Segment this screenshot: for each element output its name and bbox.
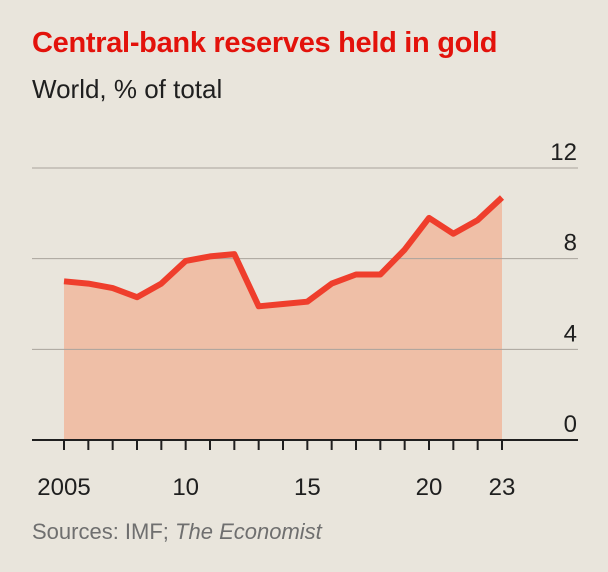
y-tick-label: 4: [564, 320, 577, 347]
data-point: [61, 278, 67, 284]
x-tick-label: 23: [489, 474, 516, 500]
chart-subtitle: World, % of total: [32, 74, 223, 104]
series-line: [63, 195, 505, 310]
chart-title: Central-bank reserves held in gold: [32, 27, 498, 59]
data-point: [280, 301, 286, 307]
x-tick-label: 20: [416, 474, 443, 500]
data-point: [110, 285, 116, 291]
data-point: [377, 272, 383, 278]
data-point: [231, 251, 237, 257]
data-point: [183, 258, 189, 264]
data-point: [353, 272, 359, 278]
data-point: [304, 299, 310, 305]
y-tick-label: 0: [564, 411, 577, 438]
data-point: [426, 215, 432, 221]
y-tick-label: 12: [550, 139, 577, 166]
data-point: [256, 303, 262, 309]
source-note: Sources: IMF; The Economist: [32, 519, 322, 545]
series-area: [64, 197, 502, 440]
data-point: [499, 195, 505, 201]
x-tick-label: 2005: [37, 474, 90, 500]
chart-plot: 0 4 8 12 2005 10 15 20 23: [32, 139, 578, 500]
data-point: [207, 253, 213, 259]
x-tick-label: 15: [294, 474, 321, 500]
data-point: [85, 281, 91, 287]
data-point: [475, 217, 481, 223]
data-point: [158, 281, 164, 287]
y-tick-label: 8: [564, 230, 577, 257]
source-prefix: Sources: IMF;: [32, 519, 176, 544]
source-publication: The Economist: [175, 519, 322, 544]
x-tick-label: 10: [172, 474, 199, 500]
data-point: [402, 247, 408, 253]
data-point: [134, 294, 140, 300]
data-point: [450, 231, 456, 237]
data-point: [329, 281, 335, 287]
